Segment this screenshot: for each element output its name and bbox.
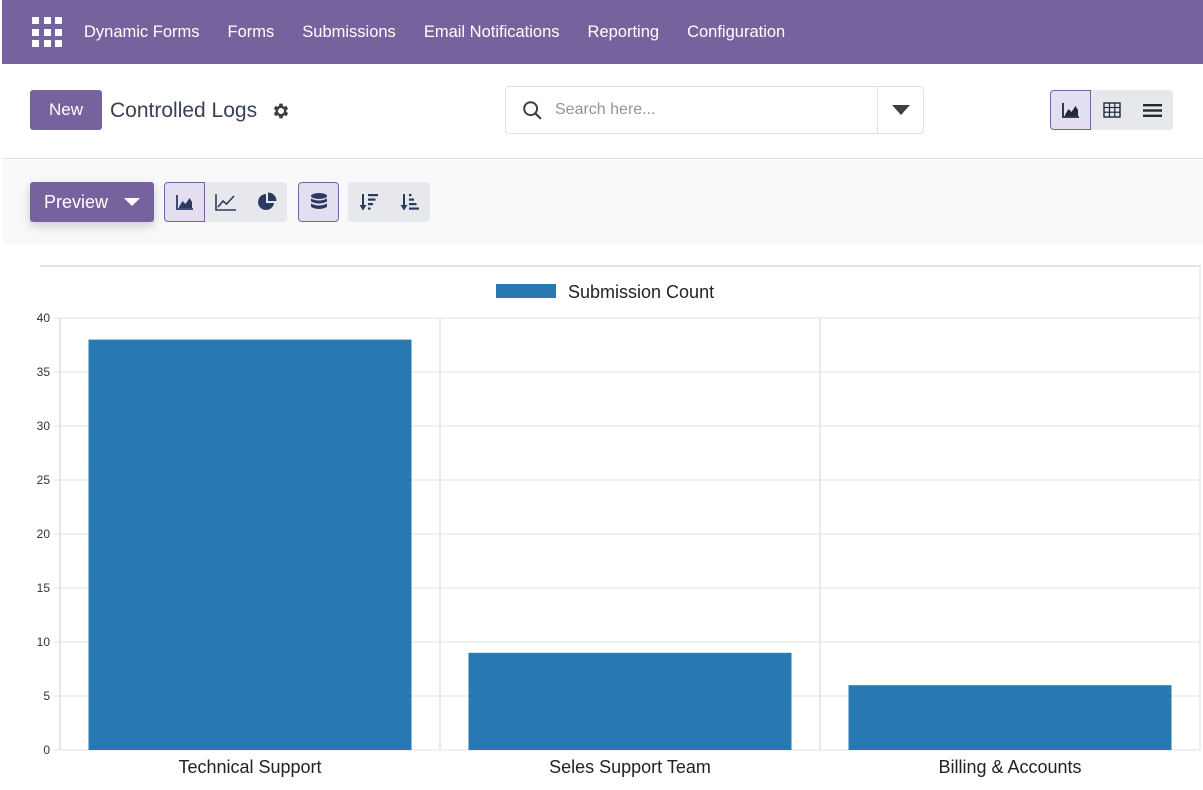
sort-descending-button[interactable] — [348, 182, 389, 222]
sort-descending-icon — [359, 194, 378, 211]
x-tick-label: Technical Support — [178, 757, 321, 777]
sort-ascending-icon — [400, 194, 419, 211]
stacked-toggle-button[interactable] — [298, 182, 339, 222]
sort-group — [348, 182, 430, 222]
y-tick-label: 15 — [37, 581, 51, 595]
new-button[interactable]: New — [30, 90, 102, 130]
measure-dropdown[interactable]: Preview — [30, 182, 154, 222]
y-tick-label: 20 — [37, 527, 51, 541]
stacked-group — [298, 182, 339, 222]
chart-type-group — [164, 182, 287, 222]
view-list-button[interactable] — [1132, 90, 1173, 130]
search-icon — [523, 101, 542, 120]
measure-label: Preview — [44, 191, 109, 212]
y-tick-label: 30 — [37, 419, 51, 433]
bar-chart-icon — [175, 195, 193, 210]
pie-chart-icon — [257, 192, 276, 210]
view-graph-button[interactable] — [1050, 90, 1091, 130]
y-tick-label: 10 — [37, 635, 51, 649]
bar — [88, 339, 412, 750]
view-switcher — [1050, 90, 1173, 130]
gear-icon[interactable] — [271, 101, 291, 121]
y-tick-label: 5 — [43, 689, 50, 703]
nav-item-email-notifications[interactable]: Email Notifications — [423, 22, 560, 41]
bar — [468, 652, 792, 750]
nav-item-forms[interactable]: Forms — [227, 22, 275, 41]
legend-swatch — [496, 284, 556, 298]
y-tick-label: 35 — [37, 365, 51, 379]
search-options-toggle[interactable] — [877, 87, 923, 133]
page-title: Controlled Logs — [110, 99, 258, 122]
database-icon — [310, 193, 327, 209]
bar-chart-button[interactable] — [164, 182, 205, 222]
search-input[interactable] — [555, 101, 855, 119]
x-tick-label: Billing & Accounts — [938, 757, 1081, 777]
bar — [848, 685, 1172, 750]
y-tick-label: 0 — [43, 743, 50, 757]
table-grid-icon — [1102, 102, 1121, 118]
graph-view: 0 5 10 15 20 25 30 35 40 Technical Support Seles S… — [0, 244, 1203, 790]
apps-grid-icon[interactable] — [32, 17, 62, 47]
area-chart-icon — [1061, 103, 1079, 118]
line-chart-icon — [214, 194, 236, 211]
y-tick-label: 25 — [37, 473, 51, 487]
search-bar — [505, 86, 924, 134]
pie-chart-button[interactable] — [246, 182, 287, 222]
list-icon — [1143, 103, 1162, 117]
bar-chart: 0 5 10 15 20 25 30 35 40 Technical Support Seles S… — [37, 265, 1201, 777]
caret-down-icon — [891, 105, 910, 115]
legend-label: Submission Count — [568, 282, 714, 302]
control-panel: New Controlled Logs — [2, 64, 1203, 159]
nav-item-configuration[interactable]: Configuration — [687, 22, 786, 41]
y-tick-label: 40 — [37, 311, 51, 325]
caret-down-icon — [124, 198, 140, 206]
top-navbar: Dynamic Forms Forms Submissions Email No… — [2, 0, 1203, 64]
nav-brand[interactable]: Dynamic Forms — [84, 22, 200, 41]
sort-ascending-button[interactable] — [389, 182, 430, 222]
view-pivot-button[interactable] — [1091, 90, 1132, 130]
nav-item-submissions[interactable]: Submissions — [302, 22, 396, 41]
line-chart-button[interactable] — [205, 182, 246, 222]
nav-item-reporting[interactable]: Reporting — [587, 22, 660, 41]
graph-toolbar: Preview — [2, 160, 1203, 244]
x-tick-label: Seles Support Team — [549, 757, 711, 777]
